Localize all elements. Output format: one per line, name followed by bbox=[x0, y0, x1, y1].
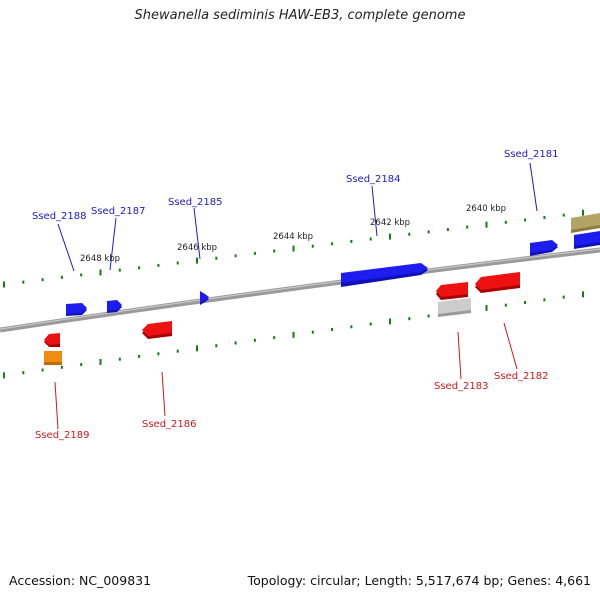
scale-label: 2640 kbp bbox=[466, 204, 506, 214]
callout-line bbox=[161, 371, 166, 417]
gene-forward[interactable] bbox=[66, 303, 87, 316]
scale-label: 2642 kbp bbox=[370, 218, 410, 228]
gene-label-forward[interactable]: Ssed_2184 bbox=[346, 174, 401, 185]
genome-backbone-highlight bbox=[0, 248, 600, 330]
scale-ticks-upper bbox=[3, 209, 584, 288]
genome-summary: Topology: circular; Length: 5,517,674 bp… bbox=[247, 573, 591, 588]
genome-backbone bbox=[0, 247, 600, 333]
gene-forward[interactable] bbox=[200, 291, 209, 305]
gene-forward[interactable] bbox=[574, 231, 600, 249]
callout-line bbox=[503, 322, 518, 370]
gene-label-reverse[interactable]: Ssed_2189 bbox=[35, 430, 90, 441]
gene-reverse[interactable] bbox=[436, 282, 468, 300]
accession-label: Accession: NC_009831 bbox=[9, 573, 152, 588]
page-title: Shewanella sediminis HAW-EB3, complete g… bbox=[134, 8, 466, 23]
gene-forward[interactable] bbox=[530, 240, 558, 256]
gene-label-reverse[interactable]: Ssed_2186 bbox=[142, 419, 197, 430]
gene-label-forward[interactable]: Ssed_2187 bbox=[91, 206, 146, 217]
scale-label: 2646 kbp bbox=[177, 243, 217, 253]
gene-label-forward[interactable]: Ssed_2181 bbox=[504, 149, 559, 160]
callout-line bbox=[57, 223, 75, 272]
gene-label-forward[interactable]: Ssed_2185 bbox=[168, 197, 223, 208]
gene-reverse[interactable] bbox=[44, 333, 60, 347]
gene-label-reverse[interactable]: Ssed_2182 bbox=[494, 371, 549, 382]
scale-label: 2648 kbp bbox=[80, 254, 120, 264]
gene-forward[interactable] bbox=[341, 263, 428, 287]
gene-label-reverse[interactable]: Ssed_2183 bbox=[434, 381, 489, 392]
gene-pseudo[interactable] bbox=[438, 298, 471, 317]
gene-label-forward[interactable]: Ssed_2188 bbox=[32, 211, 87, 222]
callout-line bbox=[54, 381, 59, 430]
gene-olive[interactable] bbox=[571, 213, 600, 233]
callout-line bbox=[457, 331, 462, 380]
gene-reverse[interactable] bbox=[475, 272, 520, 293]
callout-line bbox=[371, 185, 378, 237]
gene-reverse[interactable] bbox=[142, 321, 172, 339]
callout-line bbox=[193, 207, 201, 260]
scale-ticks-lower bbox=[3, 291, 584, 379]
callout-line bbox=[109, 217, 117, 271]
callout-line bbox=[529, 162, 538, 212]
gene-forward[interactable] bbox=[107, 300, 122, 313]
scale-label: 2644 kbp bbox=[273, 232, 313, 242]
gene-orange[interactable] bbox=[44, 351, 62, 365]
